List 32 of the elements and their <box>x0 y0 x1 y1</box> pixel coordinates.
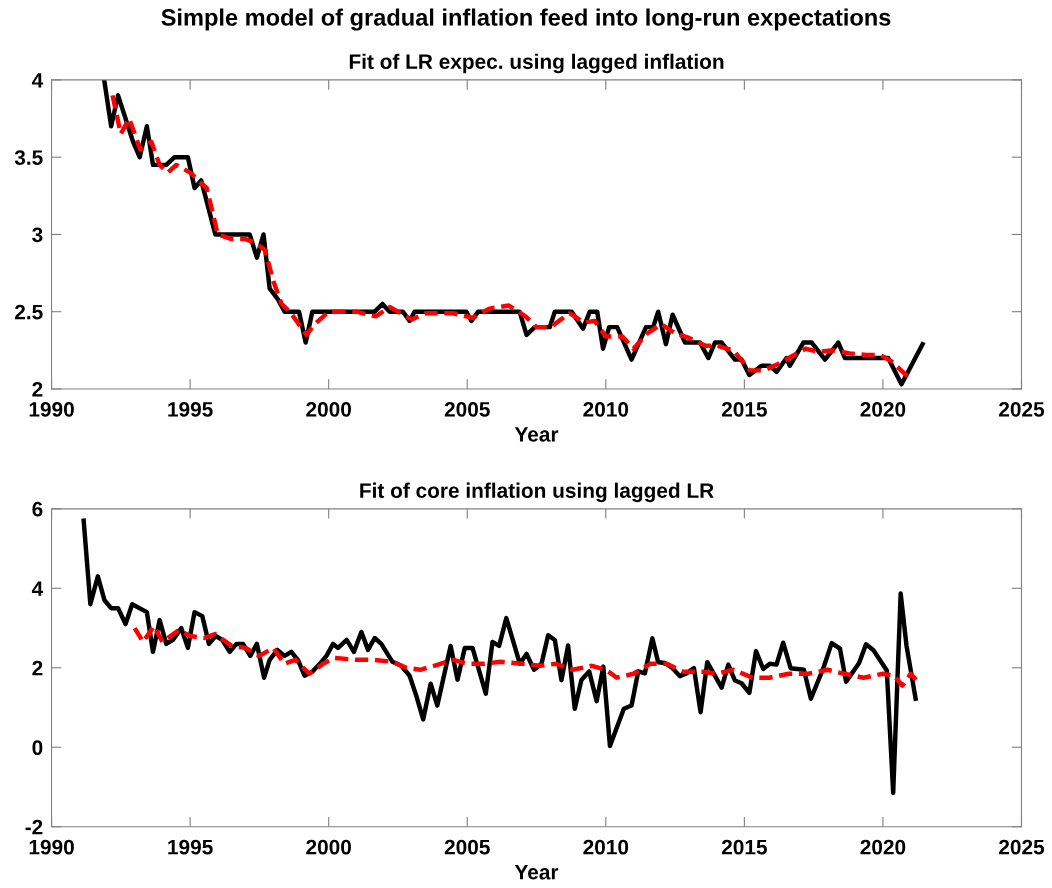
x-tick-label: 1995 <box>168 401 213 417</box>
y-tick-label: -2 <box>25 819 43 835</box>
chart-title: Fit of LR expec. using lagged inflation <box>349 53 724 74</box>
x-tick-label: 2000 <box>306 839 351 855</box>
text: Simple model of gradual inflation feed into long-run expectations <box>161 8 891 31</box>
line-series <box>81 518 918 796</box>
y-tick-label: 2.5 <box>14 304 43 320</box>
y-tick-label: 2 <box>32 381 43 397</box>
chart-title: Fit of core inflation using lagged LR <box>360 482 714 503</box>
x-tick-label: 1990 <box>29 401 74 417</box>
x-tick-label: 2020 <box>860 839 906 855</box>
x-tick-label: 2005 <box>444 401 490 417</box>
x-tick-label: 2010 <box>583 401 629 417</box>
y-tick-label: 2 <box>32 660 43 676</box>
y-tick-label: 4 <box>31 581 44 596</box>
x-tick-label: 1990 <box>29 839 74 855</box>
x-tick-label: 2005 <box>444 839 490 855</box>
y-tick-label: 4 <box>31 73 44 88</box>
x-tick-label: 2015 <box>721 839 767 855</box>
x-tick-label: 2020 <box>860 401 906 417</box>
x-axis-title: Year <box>514 864 559 880</box>
x-tick-label: 2015 <box>721 401 767 417</box>
x-tick-label: 2025 <box>999 401 1045 417</box>
x-tick-label: 2000 <box>306 401 351 417</box>
y-tick-label: 3.5 <box>14 150 43 165</box>
x-axis-title: Year <box>514 427 559 442</box>
x-tick-label: 2010 <box>583 839 629 855</box>
x-tick-label: 1995 <box>168 839 213 855</box>
y-tick-label: 0 <box>32 740 43 756</box>
x-tick-label: 2025 <box>999 839 1045 855</box>
y-tick-label: 3 <box>32 227 43 243</box>
y-tick-label: 6 <box>32 501 43 517</box>
